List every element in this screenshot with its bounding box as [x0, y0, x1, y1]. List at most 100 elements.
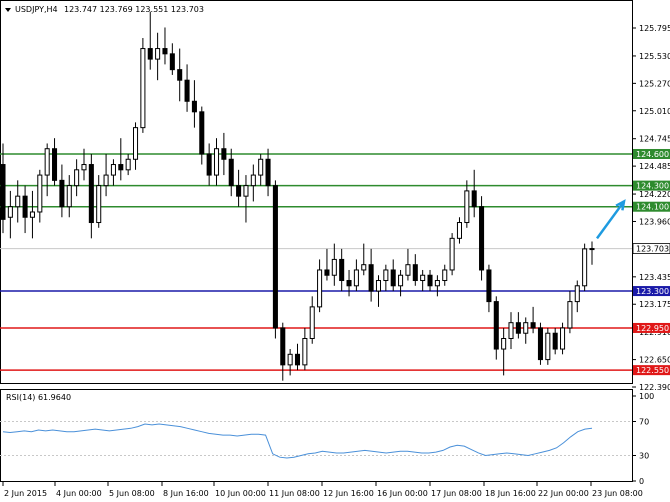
candle [324, 248, 330, 281]
chevron-down-icon[interactable] [5, 8, 11, 12]
time-tick-label: 8 Jun 16:00 [163, 489, 209, 498]
candle [155, 32, 161, 81]
price-tick-label: 123.435 [639, 273, 670, 282]
candle [184, 64, 190, 112]
rsi-tick-label: 100 [639, 392, 654, 401]
candle [52, 138, 58, 186]
candle [375, 275, 382, 307]
candle [221, 132, 227, 176]
price-tick-label: 125.270 [639, 79, 670, 88]
candle [37, 169, 43, 223]
current-price-label: 123.703 [636, 245, 669, 254]
candle [236, 169, 242, 207]
main-plot-border [0, 0, 633, 384]
candle [530, 306, 536, 334]
candle [412, 254, 418, 286]
candle [390, 259, 396, 292]
candle [574, 280, 580, 313]
candle [383, 264, 389, 292]
candle [456, 217, 462, 244]
time-tick-label: 11 Jun 08:00 [269, 489, 320, 498]
candle [317, 259, 323, 313]
level-tag-label: 122.550 [636, 366, 669, 375]
level-tag-label: 124.100 [636, 203, 669, 212]
level-tag [633, 286, 670, 297]
candle [88, 153, 94, 239]
candle [427, 269, 433, 292]
candle [346, 269, 352, 297]
candle [258, 153, 264, 186]
candle [96, 175, 102, 228]
candle [486, 264, 492, 313]
arrow-head [615, 199, 626, 211]
candle [74, 159, 80, 197]
candle [294, 343, 301, 371]
candle [552, 327, 558, 355]
price-tick-label: 123.960 [639, 217, 670, 226]
candle [368, 248, 374, 302]
level-tag-label: 122.950 [636, 324, 669, 333]
candle [353, 259, 359, 292]
candle [493, 296, 499, 360]
candle [398, 269, 404, 297]
candle [331, 243, 337, 286]
candle [250, 164, 256, 202]
candle [280, 322, 286, 381]
time-tick-label: 12 Jun 16:00 [323, 489, 374, 498]
level-tag [633, 148, 670, 159]
candle [302, 327, 308, 371]
candle [339, 248, 345, 292]
candle [0, 143, 6, 234]
candle [213, 138, 220, 186]
candle [66, 175, 72, 218]
candle [103, 153, 109, 197]
arrow-shaft [595, 200, 626, 240]
candle [15, 180, 21, 223]
price-tick-label: 122.650 [639, 356, 670, 365]
candle [44, 143, 50, 197]
candle [110, 159, 116, 186]
price-tick-label: 123.175 [639, 300, 670, 309]
time-tick-label: 22 Jun 00:00 [538, 489, 589, 498]
symbol-label: USDJPY,H4 [15, 5, 58, 14]
candle [177, 48, 183, 102]
candle [169, 43, 175, 75]
level-tag-label: 124.300 [636, 182, 669, 191]
candle [471, 169, 477, 218]
price-tick-label: 124.220 [639, 190, 670, 199]
candle [515, 312, 521, 339]
level-tag-label: 123.300 [636, 287, 669, 296]
time-tick-label: 23 Jun 08:00 [592, 489, 643, 498]
candle [523, 317, 529, 344]
price-tick-label: 125.795 [639, 24, 670, 33]
candle [118, 138, 124, 181]
time-tick-label: 5 Jun 08:00 [109, 489, 155, 498]
time-tick-label: 17 Jun 08:00 [431, 489, 482, 498]
candle [206, 143, 212, 186]
candle [434, 275, 440, 297]
candle [582, 243, 588, 292]
current-price-tag [632, 243, 670, 254]
price-tick-label: 125.010 [639, 107, 670, 116]
candle [508, 312, 514, 350]
candle [560, 322, 566, 355]
level-tag [633, 201, 670, 212]
level-tag [633, 180, 670, 191]
candle [449, 233, 455, 276]
candle [287, 349, 293, 376]
price-tick-label: 122.390 [639, 383, 670, 392]
candle [147, 11, 153, 70]
rsi-tick-label: 70 [639, 418, 649, 427]
candle [405, 248, 411, 281]
forecast-arrow [595, 199, 626, 240]
price-tick-label: 124.745 [639, 135, 670, 144]
level-tag [633, 322, 670, 333]
candle [81, 148, 87, 181]
candle [545, 327, 551, 365]
candle [228, 148, 234, 197]
time-tick-label: 2 Jun 2015 [4, 489, 47, 498]
candle [479, 196, 485, 281]
candle [7, 190, 13, 239]
ohlc-values: 123.747 123.769 123.551 123.703 [64, 5, 204, 14]
